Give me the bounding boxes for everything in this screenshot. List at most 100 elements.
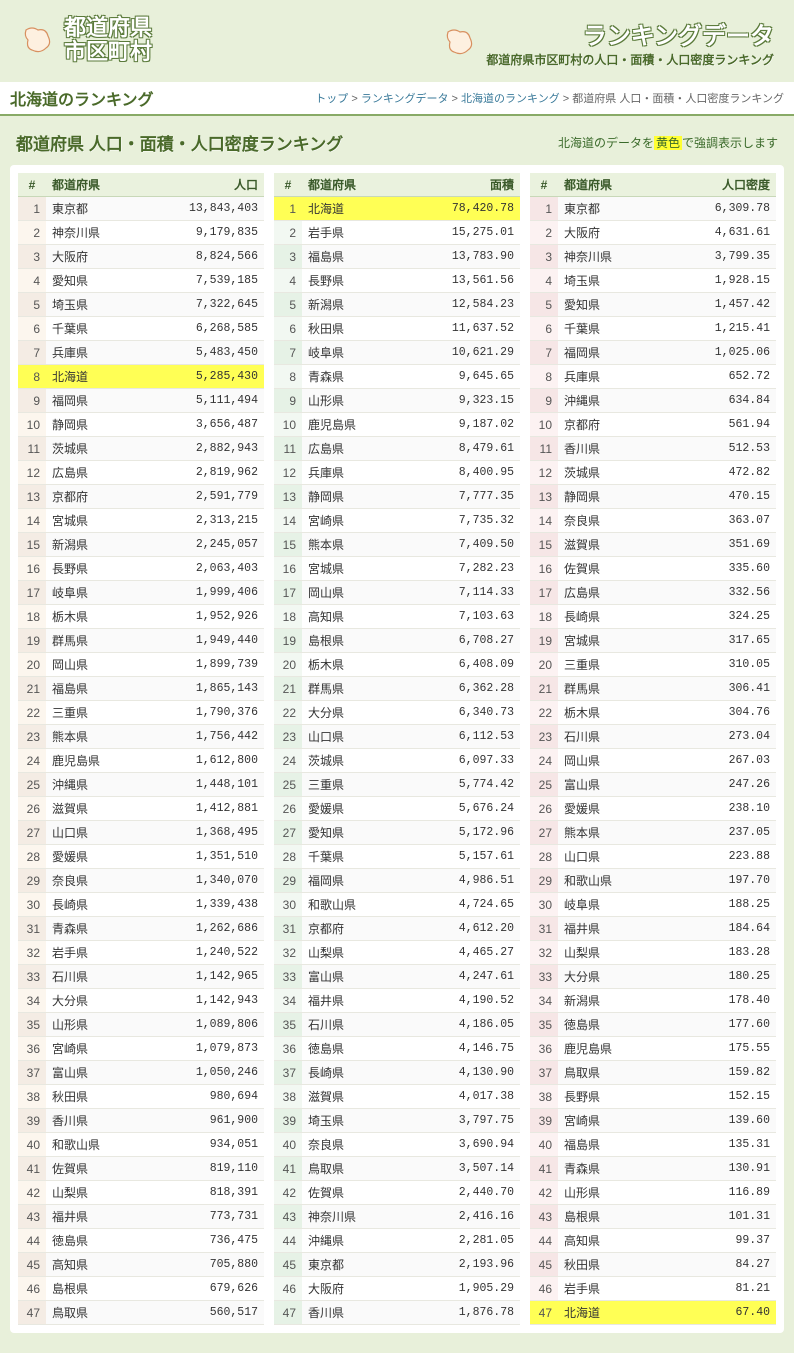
breadcrumb-link[interactable]: トップ — [315, 93, 348, 105]
pref-cell: 宮城県 — [46, 509, 139, 533]
pref-cell: 山口県 — [302, 725, 400, 749]
pref-cell: 香川県 — [302, 1301, 400, 1325]
ranking-table: #都道府県人口1東京都13,843,4032神奈川県9,179,8353大阪府8… — [18, 173, 264, 1325]
table-row: 4愛知県7,539,185 — [18, 269, 264, 293]
value-cell: 13,843,403 — [139, 197, 264, 221]
table-row: 6千葉県6,268,585 — [18, 317, 264, 341]
rank-cell: 47 — [530, 1301, 558, 1325]
value-cell: 177.60 — [661, 1013, 776, 1037]
pref-cell: 山口県 — [558, 845, 661, 869]
site-logo[interactable]: 都道府県 市区町村 — [20, 16, 152, 64]
table-row: 2神奈川県9,179,835 — [18, 221, 264, 245]
rank-cell: 22 — [530, 701, 558, 725]
pref-cell: 鳥取県 — [302, 1157, 400, 1181]
pref-cell: 富山県 — [558, 773, 661, 797]
pref-cell: 島根県 — [302, 629, 400, 653]
table-row: 43福井県773,731 — [18, 1205, 264, 1229]
value-cell: 9,645.65 — [400, 365, 520, 389]
rank-cell: 20 — [274, 653, 302, 677]
value-cell: 1,412,881 — [139, 797, 264, 821]
value-cell: 1,457.42 — [661, 293, 776, 317]
table-row: 24茨城県6,097.33 — [274, 749, 520, 773]
pref-cell: 鹿児島県 — [558, 1037, 661, 1061]
pref-cell: 山梨県 — [46, 1181, 139, 1205]
rank-cell: 14 — [530, 509, 558, 533]
table-row: 27愛知県5,172.96 — [274, 821, 520, 845]
pref-cell: 群馬県 — [46, 629, 139, 653]
rank-cell: 45 — [530, 1253, 558, 1277]
value-cell: 2,819,962 — [139, 461, 264, 485]
pref-cell: 山形県 — [302, 389, 400, 413]
rank-cell: 10 — [530, 413, 558, 437]
value-cell: 3,507.14 — [400, 1157, 520, 1181]
value-cell: 13,783.90 — [400, 245, 520, 269]
table-row: 30和歌山県4,724.65 — [274, 893, 520, 917]
table-row: 29奈良県1,340,070 — [18, 869, 264, 893]
value-cell: 2,591,779 — [139, 485, 264, 509]
rank-cell: 36 — [18, 1037, 46, 1061]
pref-cell: 愛媛県 — [302, 797, 400, 821]
rank-cell: 46 — [18, 1277, 46, 1301]
col-pref-header: 都道府県 — [558, 173, 661, 197]
table-row: 9沖縄県634.84 — [530, 389, 776, 413]
value-cell: 1,339,438 — [139, 893, 264, 917]
table-row: 19群馬県1,949,440 — [18, 629, 264, 653]
pref-cell: 長崎県 — [302, 1061, 400, 1085]
value-cell: 1,142,943 — [139, 989, 264, 1013]
table-row: 31福井県184.64 — [530, 917, 776, 941]
rank-cell: 16 — [274, 557, 302, 581]
pref-cell: 熊本県 — [558, 821, 661, 845]
rank-cell: 12 — [530, 461, 558, 485]
table-row: 39埼玉県3,797.75 — [274, 1109, 520, 1133]
pref-cell: 秋田県 — [46, 1085, 139, 1109]
rank-cell: 7 — [18, 341, 46, 365]
pref-cell: 新潟県 — [302, 293, 400, 317]
table-row: 9山形県9,323.15 — [274, 389, 520, 413]
value-cell: 3,797.75 — [400, 1109, 520, 1133]
breadcrumb-link[interactable]: ランキングデータ — [361, 93, 449, 105]
rank-cell: 11 — [274, 437, 302, 461]
pref-cell: 島根県 — [46, 1277, 139, 1301]
rank-cell: 26 — [18, 797, 46, 821]
rank-cell: 47 — [274, 1301, 302, 1325]
rank-cell: 20 — [530, 653, 558, 677]
value-cell: 99.37 — [661, 1229, 776, 1253]
rank-cell: 8 — [274, 365, 302, 389]
table-row: 41佐賀県819,110 — [18, 1157, 264, 1181]
breadcrumb-link[interactable]: 北海道のランキング — [461, 93, 560, 105]
table-row: 47香川県1,876.78 — [274, 1301, 520, 1325]
pref-cell: 北海道 — [46, 365, 139, 389]
rank-cell: 16 — [18, 557, 46, 581]
pref-cell: 石川県 — [46, 965, 139, 989]
value-cell: 634.84 — [661, 389, 776, 413]
pref-cell: 広島県 — [302, 437, 400, 461]
rank-cell: 31 — [530, 917, 558, 941]
rank-cell: 24 — [530, 749, 558, 773]
pref-cell: 福島県 — [46, 677, 139, 701]
rank-cell: 9 — [530, 389, 558, 413]
value-cell: 652.72 — [661, 365, 776, 389]
rank-cell: 2 — [18, 221, 46, 245]
col-rank-header: # — [530, 173, 558, 197]
value-cell: 175.55 — [661, 1037, 776, 1061]
table-row: 32山梨県183.28 — [530, 941, 776, 965]
pref-cell: 福井県 — [558, 917, 661, 941]
table-row: 11茨城県2,882,943 — [18, 437, 264, 461]
pref-cell: 愛媛県 — [46, 845, 139, 869]
table-row: 37長崎県4,130.90 — [274, 1061, 520, 1085]
pref-cell: 千葉県 — [46, 317, 139, 341]
rank-cell: 26 — [274, 797, 302, 821]
pref-cell: 岐阜県 — [46, 581, 139, 605]
pref-cell: 高知県 — [46, 1253, 139, 1277]
rank-cell: 25 — [274, 773, 302, 797]
value-cell: 8,479.61 — [400, 437, 520, 461]
value-cell: 178.40 — [661, 989, 776, 1013]
rank-cell: 32 — [18, 941, 46, 965]
page-title: 都道府県 人口・面積・人口密度ランキング — [16, 130, 558, 155]
map-icon — [20, 22, 56, 58]
table-row: 11広島県8,479.61 — [274, 437, 520, 461]
rank-cell: 44 — [18, 1229, 46, 1253]
pref-cell: 兵庫県 — [558, 365, 661, 389]
table-row: 10静岡県3,656,487 — [18, 413, 264, 437]
pref-cell: 熊本県 — [46, 725, 139, 749]
